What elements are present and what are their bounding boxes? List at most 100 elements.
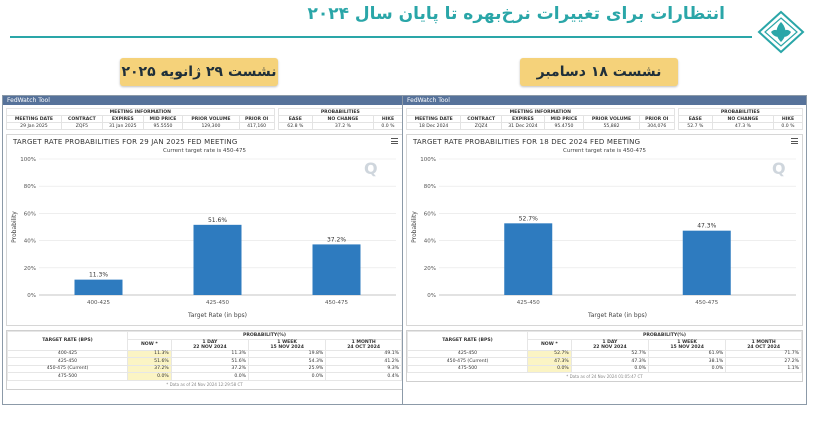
col-contract: CONTRACT — [460, 115, 503, 123]
meeting-date-value: 29 Jan 2025 — [6, 122, 62, 130]
probabilities-header: PROBABILITIES — [677, 108, 804, 116]
probabilities-summary-table: PROBABILITIES EASE NO CHANGE HIKE 52.7 %… — [677, 108, 804, 130]
bar-data-label: 51.6% — [208, 217, 227, 224]
probability-bar-chart: 0% 20% 40% 60% 80% 100% 52.7% 425-450 47.3% 450-4… — [411, 157, 796, 319]
expires-value: 31 Dec 2024 — [501, 122, 545, 130]
chart-menu-icon[interactable] — [391, 138, 398, 144]
table-row: 475-500 0.0% 0.0% 0.0% 0.4% — [7, 372, 402, 381]
bar-data-label: 52.7% — [519, 215, 538, 222]
y-tick-label: 60% — [424, 211, 436, 217]
y-axis-title: Probability — [411, 211, 418, 243]
no-change-value: 37.2 % — [311, 122, 374, 130]
y-tick-label: 0% — [427, 293, 436, 299]
meeting-info-table: MEETING INFORMATION MEETING DATE CONTRAC… — [405, 108, 675, 130]
col-no-change: NO CHANGE — [711, 115, 774, 123]
col-1-week: 1 WEEK 15 NOV 2024 — [647, 338, 727, 351]
col-target-rate: TARGET RATE (BPS) — [407, 331, 528, 351]
prior-volume-value: 55,882 — [583, 122, 640, 130]
prior-oi-value: 417,160 — [238, 122, 275, 130]
meeting-info-header: MEETING INFORMATION — [6, 108, 275, 116]
hike-value: 0.0 % — [372, 122, 404, 130]
col-prior-volume: PRIOR VOLUME — [182, 115, 240, 123]
y-tick-label: 80% — [24, 184, 36, 190]
probabilities-header: PROBABILITIES — [277, 108, 404, 116]
col-target-rate: TARGET RATE (BPS) — [7, 331, 128, 351]
quikstrike-watermark-icon: Q — [364, 159, 378, 178]
table-row: 450-475 (Current) 37.2% 37.2% 25.9% 9.3% — [7, 364, 402, 373]
mid-price-value: 95.5550 — [142, 122, 184, 130]
col-hike: HIKE — [372, 115, 404, 123]
fedwatch-panel-dec-2024: FedWatch Tool MEETING INFORMATION MEETIN… — [402, 95, 807, 405]
mid-price-value: 95.4750 — [543, 122, 585, 130]
col-now: NOW * — [527, 338, 572, 351]
fedwatch-toolbar: FedWatch Tool — [3, 96, 406, 105]
col-1-month: 1 MONTH 24 OCT 2024 — [725, 338, 802, 351]
y-tick-label: 100% — [420, 157, 436, 163]
col-no-change: NO CHANGE — [311, 115, 374, 123]
quikstrike-watermark-icon: Q — [772, 159, 786, 178]
col-now: NOW * — [127, 338, 172, 351]
ease-value: 52.7 % — [677, 122, 713, 130]
col-mid-price: MID PRICE — [142, 115, 184, 123]
expires-value: 31 Jan 2025 — [101, 122, 144, 130]
no-change-value: 47.3 % — [711, 122, 774, 130]
chart-menu-icon[interactable] — [791, 138, 798, 144]
chart-bar — [74, 279, 123, 295]
chart-bar — [312, 244, 361, 295]
y-tick-label: 40% — [424, 239, 436, 245]
x-tick-label: 425-450 — [517, 300, 540, 306]
col-meeting-date: MEETING DATE — [405, 115, 462, 123]
y-tick-label: 100% — [20, 157, 36, 163]
meeting-info-section: MEETING INFORMATION MEETING DATE CONTRAC… — [3, 105, 406, 130]
meeting-info-header: MEETING INFORMATION — [406, 108, 675, 116]
fedwatch-toolbar: FedWatch Tool — [403, 96, 806, 105]
meeting-badge-dec-2024: نشست ۱۸ دسامبر ۲۰۲۴ — [520, 58, 678, 108]
col-1-month: 1 MONTH 24 OCT 2024 — [325, 338, 402, 351]
meeting-badge-jan-2025: نشست ۲۹ ژانویه ۲۰۲۵ — [120, 58, 278, 86]
col-prior-oi: PRIOR OI — [638, 115, 675, 123]
page-title: انتظارات برای تغییرات نرخ‌بهره تا پایان … — [307, 4, 725, 24]
x-axis-title: Target Rate (in bps) — [187, 312, 247, 319]
page-header: انتظارات برای تغییرات نرخ‌بهره تا پایان … — [0, 0, 815, 60]
y-tick-label: 20% — [24, 266, 36, 272]
probabilities-summary-table: PROBABILITIES EASE NO CHANGE HIKE 62.8 %… — [277, 108, 404, 130]
meeting-date-value: 18 Dec 2024 — [405, 122, 462, 130]
data-timestamp-footnote: * Data as of 24 Nov 2024 12:29:58 CT — [166, 381, 243, 387]
chart-subtitle: Current target rate is 450-475 — [563, 148, 646, 154]
col-1-day: 1 DAY 22 NOV 2024 — [570, 338, 650, 351]
chart-title: TARGET RATE PROBABILITIES FOR 29 JAN 202… — [13, 138, 238, 146]
bar-data-label: 37.2% — [327, 236, 346, 243]
target-rate-table: TARGET RATE (BPS) PROBABILITY(%) NOW * 1… — [406, 330, 803, 382]
col-prior-oi: PRIOR OI — [238, 115, 275, 123]
prior-volume-value: 129,300 — [182, 122, 240, 130]
y-tick-label: 0% — [27, 293, 36, 299]
data-timestamp-footnote: * Data as of 24 Nov 2024 01:05:47 CT — [566, 374, 643, 379]
col-expires: EXPIRES — [501, 115, 545, 123]
title-underline — [10, 36, 752, 38]
hike-value: 0.0 % — [772, 122, 804, 130]
x-axis-title: Target Rate (in bps) — [587, 312, 647, 319]
target-rate-table: TARGET RATE (BPS) PROBABILITY(%) NOW * 1… — [6, 330, 403, 390]
chart-bar — [682, 230, 731, 295]
bar-data-label: 11.3% — [89, 272, 108, 279]
col-hike: HIKE — [772, 115, 804, 123]
fedwatch-panel-jan-2025: FedWatch Tool MEETING INFORMATION MEETIN… — [2, 95, 407, 405]
x-tick-label: 425-450 — [206, 300, 229, 306]
table-row: 425-450 52.7% 52.7% 61.9% 71.7% — [407, 349, 802, 358]
y-axis-title: Probability — [11, 211, 18, 243]
col-1-week: 1 WEEK 15 NOV 2024 — [247, 338, 327, 351]
chart-card: 0% 20% 40% 60% 80% 100% 11.3% 400-425 51.6% 425-4… — [6, 134, 403, 326]
brand-logo-icon — [757, 10, 805, 54]
col-1-day: 1 DAY 22 NOV 2024 — [170, 338, 250, 351]
col-probability: PROBABILITY(%) — [527, 331, 802, 340]
y-tick-label: 40% — [24, 239, 36, 245]
x-tick-label: 450-475 — [695, 300, 718, 306]
col-expires: EXPIRES — [101, 115, 144, 123]
table-row: 400-425 11.3% 11.3% 19.8% 49.1% — [7, 349, 402, 358]
meeting-info-section: MEETING INFORMATION MEETING DATE CONTRAC… — [403, 105, 806, 130]
probability-bar-chart: 0% 20% 40% 60% 80% 100% 11.3% 400-425 51.6% 425-4… — [11, 157, 396, 319]
table-row: 450-475 (Current) 47.3% 47.3% 38.1% 27.2… — [407, 357, 802, 366]
col-probability: PROBABILITY(%) — [127, 331, 402, 340]
col-contract: CONTRACT — [60, 115, 103, 123]
contract-value: ZQF5 — [60, 122, 103, 130]
